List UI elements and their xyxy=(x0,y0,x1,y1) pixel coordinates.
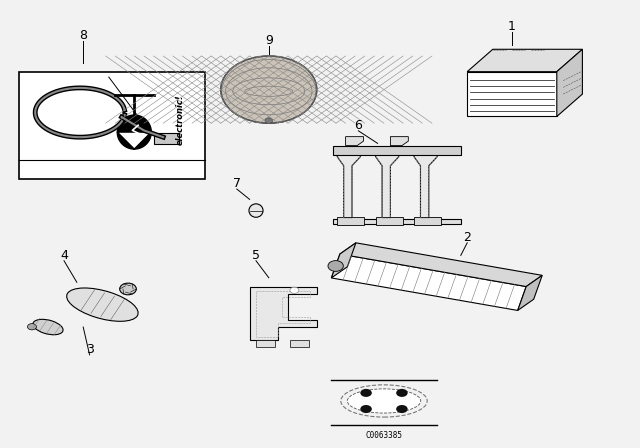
Ellipse shape xyxy=(33,319,63,335)
Ellipse shape xyxy=(67,288,138,321)
FancyBboxPatch shape xyxy=(290,340,309,347)
Circle shape xyxy=(360,389,372,397)
Circle shape xyxy=(360,405,372,413)
FancyBboxPatch shape xyxy=(467,72,557,116)
Circle shape xyxy=(290,287,299,293)
Polygon shape xyxy=(337,150,360,219)
Polygon shape xyxy=(332,243,356,278)
FancyBboxPatch shape xyxy=(19,72,205,179)
Polygon shape xyxy=(390,137,408,146)
Circle shape xyxy=(120,283,136,295)
Text: 8: 8 xyxy=(79,29,87,43)
Polygon shape xyxy=(346,137,364,146)
FancyBboxPatch shape xyxy=(154,133,179,144)
Polygon shape xyxy=(467,49,582,72)
Text: 3: 3 xyxy=(86,343,93,356)
Polygon shape xyxy=(117,115,151,149)
Ellipse shape xyxy=(348,389,420,413)
Polygon shape xyxy=(518,276,542,310)
Text: 7: 7 xyxy=(233,177,241,190)
Text: 6: 6 xyxy=(355,119,362,132)
Text: C0063385: C0063385 xyxy=(365,431,403,440)
FancyBboxPatch shape xyxy=(256,340,275,347)
FancyBboxPatch shape xyxy=(333,219,461,224)
FancyBboxPatch shape xyxy=(333,146,461,155)
FancyBboxPatch shape xyxy=(337,217,364,225)
Circle shape xyxy=(328,261,343,271)
Text: 2: 2 xyxy=(463,231,471,244)
FancyBboxPatch shape xyxy=(414,217,441,225)
Text: electronic!: electronic! xyxy=(176,95,185,146)
Polygon shape xyxy=(250,287,317,340)
Circle shape xyxy=(221,56,317,123)
Circle shape xyxy=(265,118,273,123)
Polygon shape xyxy=(332,254,526,310)
Circle shape xyxy=(396,405,408,413)
Text: 9: 9 xyxy=(265,34,273,47)
Text: 4: 4 xyxy=(60,249,68,262)
Ellipse shape xyxy=(249,204,263,217)
FancyBboxPatch shape xyxy=(376,217,403,225)
Text: 1: 1 xyxy=(508,20,516,34)
Polygon shape xyxy=(414,150,437,219)
Polygon shape xyxy=(376,150,399,219)
Circle shape xyxy=(28,323,36,330)
Polygon shape xyxy=(340,243,542,287)
Circle shape xyxy=(396,389,408,397)
Text: 5: 5 xyxy=(252,249,260,262)
Polygon shape xyxy=(557,49,582,116)
